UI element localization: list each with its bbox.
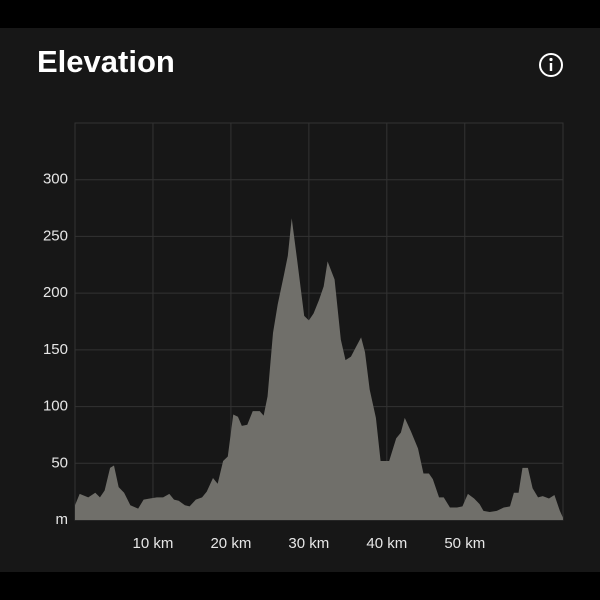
y-tick-label: 200 <box>43 284 68 301</box>
y-tick-label: 50 <box>51 454 68 471</box>
x-tick-label: 10 km <box>133 535 174 552</box>
y-tick-label: 300 <box>43 171 68 188</box>
x-tick-label: 40 km <box>366 535 407 552</box>
x-tick-label: 50 km <box>444 535 485 552</box>
info-button[interactable] <box>539 53 563 77</box>
elevation-area <box>75 218 563 520</box>
y-tick-label: m <box>56 511 69 528</box>
chart-title: Elevation <box>37 44 175 79</box>
x-tick-label: 20 km <box>210 535 251 552</box>
y-tick-label: 150 <box>43 341 68 358</box>
y-tick-label: 100 <box>43 398 68 415</box>
x-tick-label: 30 km <box>288 535 329 552</box>
y-tick-label: 250 <box>43 227 68 244</box>
